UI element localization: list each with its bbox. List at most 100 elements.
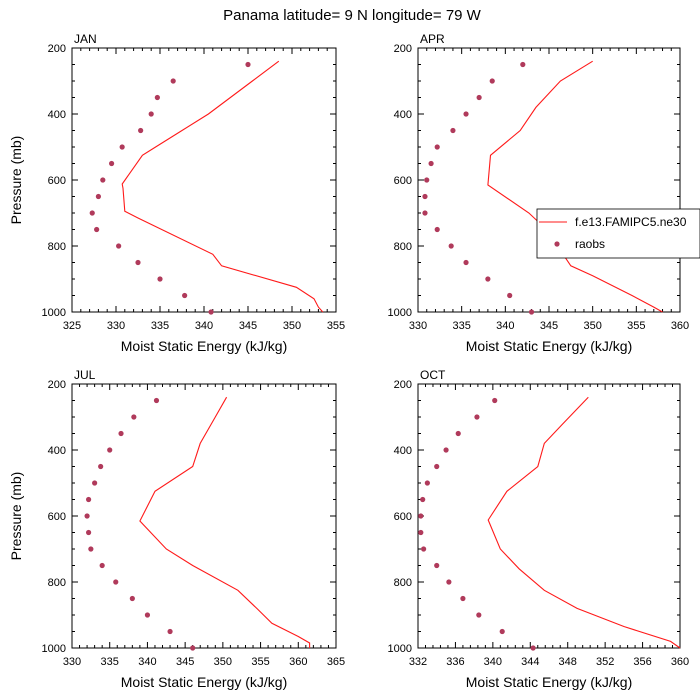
obs-point [154, 94, 160, 101]
obs-point [450, 127, 456, 134]
plot-frame-oct [417, 383, 681, 649]
obs-point [182, 292, 188, 299]
x-tick-label: 325 [63, 320, 81, 332]
x-tick-label: 365 [327, 656, 345, 668]
obs-point [434, 463, 440, 470]
panel-label-jul: JUL [74, 368, 96, 382]
obs-point [95, 193, 101, 200]
obs-point [455, 430, 461, 437]
obs-point [119, 144, 125, 150]
x-tick-label: 330 [107, 320, 125, 332]
x-axis-label-oct: Moist Static Energy (kJ/kg) [466, 674, 633, 690]
y-axis-label-jan: Pressure (mb) [8, 136, 24, 225]
obs-point [507, 292, 513, 299]
obs-point [88, 546, 94, 552]
x-tick-label: 360 [671, 320, 689, 332]
legend-model-label: f.e13.FAMIPC5.ne30 [575, 215, 687, 229]
y-tick-label: 200 [394, 379, 412, 391]
obs-point [85, 529, 92, 536]
x-tick-label: 348 [559, 656, 577, 668]
obs-point [153, 397, 160, 404]
obs-point [131, 414, 137, 420]
obs-point [157, 276, 163, 282]
y-tick-label: 200 [394, 43, 412, 55]
legend-obs-swatch [554, 241, 560, 247]
y-tick-label: 600 [48, 511, 66, 523]
x-tick-label: 355 [327, 320, 345, 332]
x-tick-label: 335 [151, 320, 169, 332]
x-tick-label: 330 [409, 320, 427, 332]
x-axis-label-apr: Moist Static Energy (kJ/kg) [466, 338, 633, 354]
x-tick-label: 344 [521, 656, 539, 668]
obs-point [167, 628, 173, 635]
obs-point [420, 496, 426, 503]
x-tick-label: 352 [596, 656, 614, 668]
obs-point [99, 562, 105, 569]
obs-point [245, 61, 251, 68]
model-line-jan [121, 60, 324, 313]
x-tick-label: 340 [496, 320, 514, 332]
y-tick-label: 400 [48, 445, 66, 457]
obs-point [476, 94, 482, 101]
panel-label-jan: JAN [74, 32, 97, 46]
obs-point [84, 513, 90, 519]
plot-frame-jan [71, 47, 337, 313]
obs-point [109, 160, 115, 167]
x-tick-label: 355 [251, 656, 269, 668]
x-tick-label: 330 [63, 656, 81, 668]
x-tick-label: 335 [452, 320, 470, 332]
obs-point [528, 309, 535, 315]
obs-point [424, 480, 430, 486]
obs-point [100, 177, 106, 183]
obs-point [492, 397, 498, 404]
obs-point [530, 645, 536, 651]
x-tick-label: 350 [283, 320, 301, 332]
legend: f.e13.FAMIPC5.ne30 raobs [536, 208, 700, 259]
y-tick-label: 1000 [42, 307, 66, 319]
obs-point [463, 111, 469, 117]
obs-point [208, 309, 214, 315]
panel-oct: 332 336 340 344 348 352 356 360 200 400 600 800 1000… [388, 368, 690, 690]
obs-point [434, 562, 440, 569]
obs-point [485, 276, 491, 282]
panel-apr: 330 335 340 345 350 355 360 200 400 600 800 1000 APR… [388, 32, 690, 354]
chart-title: Panama latitude= 9 N longitude= 79 W [223, 7, 482, 24]
obs-point [94, 226, 100, 233]
y-tick-label: 600 [48, 175, 66, 187]
panels-group: 325 330 335 340 345 350 355 200 400 600 800 1000 JAN… [8, 32, 689, 690]
obs-point [474, 414, 480, 420]
y-tick-label: 200 [48, 379, 66, 391]
panel-label-oct: OCT [420, 368, 446, 382]
x-tick-label: 335 [101, 656, 119, 668]
obs-point [92, 480, 98, 486]
obs-point [85, 496, 92, 503]
y-tick-label: 1000 [388, 307, 412, 319]
plot-frame-apr [417, 47, 681, 313]
x-axis-label-jul: Moist Static Energy (kJ/kg) [121, 674, 288, 690]
y-tick-label: 400 [394, 109, 412, 121]
obs-point [144, 612, 151, 618]
y-tick-label: 1000 [388, 643, 412, 655]
obs-point [107, 447, 113, 453]
y-tick-label: 800 [394, 577, 412, 589]
model-line-jul [139, 396, 311, 648]
obs-point [460, 595, 466, 602]
y-tick-label: 800 [394, 241, 412, 253]
panel-label-apr: APR [420, 32, 445, 46]
obs-point [190, 645, 196, 651]
legend-box [536, 208, 700, 259]
y-tick-label: 600 [394, 511, 412, 523]
obs-point [113, 579, 119, 585]
obs-point [138, 127, 144, 134]
obs-point [170, 78, 176, 84]
panel-jul: 330 335 340 345 350 355 360 365 200 400 600 800 1000… [8, 368, 345, 690]
y-tick-label: 800 [48, 241, 66, 253]
x-tick-label: 332 [409, 656, 427, 668]
x-tick-label: 350 [214, 656, 232, 668]
x-tick-label: 356 [633, 656, 651, 668]
obs-point [116, 243, 122, 249]
y-tick-label: 600 [394, 175, 412, 187]
obs-point [118, 430, 124, 437]
obs-point [418, 529, 424, 536]
x-tick-label: 345 [239, 320, 257, 332]
